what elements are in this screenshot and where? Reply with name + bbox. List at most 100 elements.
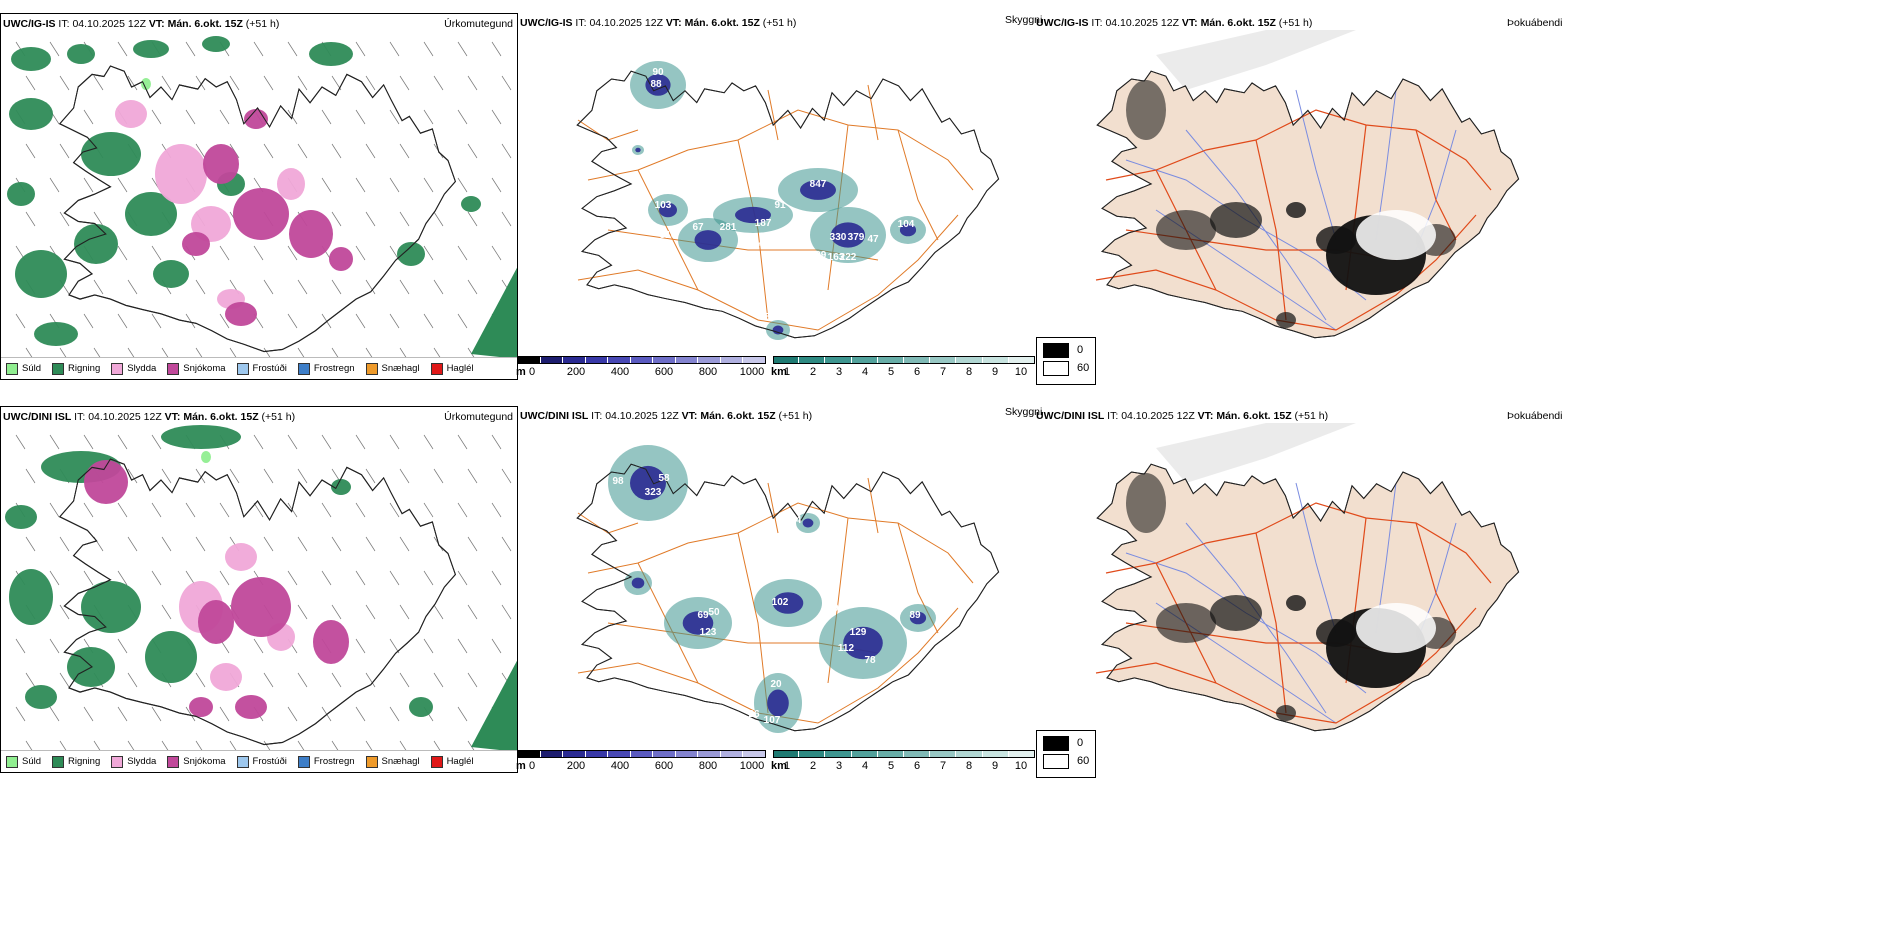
colorbar-segment: [720, 356, 744, 364]
colorbar-segment: [930, 356, 957, 364]
visibility-value-label: 78: [864, 655, 876, 666]
precip-type-map-row2: UWC/DINI ISL IT: 04.10.2025 12Z VT: Mán.…: [0, 406, 518, 773]
colorbar-tick-label: 1: [783, 760, 791, 772]
wind-barb: [253, 41, 264, 57]
colorbar-segment: [608, 750, 631, 758]
wind-barb: [127, 672, 138, 688]
wind-barb: [49, 177, 60, 193]
rain-area: [9, 98, 53, 130]
precip-legend: Súld Rigning Slydda Snjókoma Frostúði Frostre…: [1, 750, 517, 772]
drizzle-area: [141, 78, 151, 90]
wind-barb: [321, 570, 332, 586]
rain-area: [125, 192, 177, 236]
fog-map-row2: [1036, 423, 1556, 748]
wind-barb: [467, 143, 478, 159]
legend-item: Frostregn: [297, 755, 355, 768]
legend-item: Haglél: [430, 755, 474, 768]
wind-barb: [59, 672, 70, 688]
fog-area: [1276, 705, 1296, 721]
wind-barb: [433, 468, 444, 484]
fog-area: [1210, 202, 1262, 238]
wind-barb: [399, 536, 410, 552]
colorbar-tick-label: 3: [835, 760, 843, 772]
wind-barb: [195, 279, 206, 295]
legend-item: Snjókoma: [167, 755, 226, 768]
wind-barb: [287, 41, 298, 57]
snow-area: [182, 232, 210, 256]
legend-label: Snæhagl: [381, 756, 420, 767]
very-low-visibility-area: [772, 592, 804, 614]
wind-barb: [331, 211, 342, 227]
wind-barb: [389, 245, 400, 261]
rain-area: [11, 47, 51, 71]
legend-label: Frostúði: [252, 756, 287, 767]
wind-barb: [331, 604, 342, 620]
wind-barb: [365, 468, 376, 484]
visibility-map-row2: 58 98 323 203 614 102 69 50 123 69 129 112 89 78 20 26 1…: [518, 423, 1033, 748]
visibility-km-colorbar: km 1 2 3 4 5 6 7 8 9 10: [771, 750, 1035, 780]
wind-barb: [15, 706, 26, 722]
wind-barb: [219, 706, 230, 722]
wind-barb: [399, 672, 410, 688]
snow-area: [231, 577, 291, 637]
fog-legend: 0 60: [1036, 730, 1096, 778]
wind-barb: [15, 434, 26, 450]
wind-barb: [457, 313, 468, 329]
wind-barb: [49, 570, 60, 586]
colorbar-segment: [982, 750, 1009, 758]
wind-barb: [389, 638, 400, 654]
colorbar-segment: [563, 356, 586, 364]
wind-barb: [185, 706, 196, 722]
wind-barb: [25, 211, 36, 227]
wind-barb: [389, 41, 400, 57]
rain-area: [471, 267, 517, 359]
iceland-outline: [58, 65, 456, 353]
snow-area: [203, 144, 239, 184]
legend-item: Slydda: [111, 362, 156, 375]
very-low-visibility-area: [772, 325, 784, 335]
wind-barb: [457, 706, 468, 722]
panel-title: UWC/DINI ISL IT: 04.10.2025 12Z VT: Mán.…: [3, 411, 296, 423]
wind-barb: [399, 279, 410, 295]
legend-item: Snæhagl: [365, 755, 420, 768]
wind-barb: [59, 536, 70, 552]
wind-barb: [59, 143, 70, 159]
rain-area: [81, 132, 141, 176]
visibility-value-label: 614: [785, 515, 802, 526]
wind-barb: [457, 109, 468, 125]
wind-barb: [297, 279, 308, 295]
wind-barb: [433, 75, 444, 91]
panel-subtitle: Úrkomutegund: [444, 411, 513, 423]
legend-label: Snjókoma: [183, 756, 226, 767]
fog-area: [1276, 312, 1296, 328]
legend-swatch: [297, 755, 310, 768]
visibility-value-label: 163: [828, 252, 845, 263]
colorbar-segment: [720, 750, 744, 758]
fog-map-canvas: [1095, 423, 1520, 732]
visibility-value-label: 67: [692, 222, 704, 233]
visibility-value-label: 69: [697, 610, 709, 621]
fog-legend-low-label: 60: [1077, 362, 1090, 374]
wind-barb: [331, 536, 342, 552]
wind-barb: [365, 672, 376, 688]
glacier-area: [1356, 210, 1436, 260]
wind-barb: [467, 604, 478, 620]
fog-legend: 0 60: [1036, 337, 1096, 385]
wind-barb: [399, 75, 410, 91]
road: [867, 84, 879, 141]
wind-barb: [457, 570, 468, 586]
wind-barb: [365, 604, 376, 620]
road: [1255, 139, 1287, 321]
road: [587, 502, 974, 584]
visibility-m-colorbar: m 0 200 400 600 800 1000: [516, 356, 766, 386]
colorbar-segment: [877, 356, 904, 364]
wind-barb: [365, 536, 376, 552]
colorbar-tick-label: 3: [835, 366, 843, 378]
visibility-value-label: 54: [764, 312, 776, 323]
colorbar-tick-label: 9: [991, 760, 999, 772]
sleet-area: [155, 144, 207, 204]
visibility-value-label: 323: [645, 487, 662, 498]
wind-barb: [229, 75, 240, 91]
